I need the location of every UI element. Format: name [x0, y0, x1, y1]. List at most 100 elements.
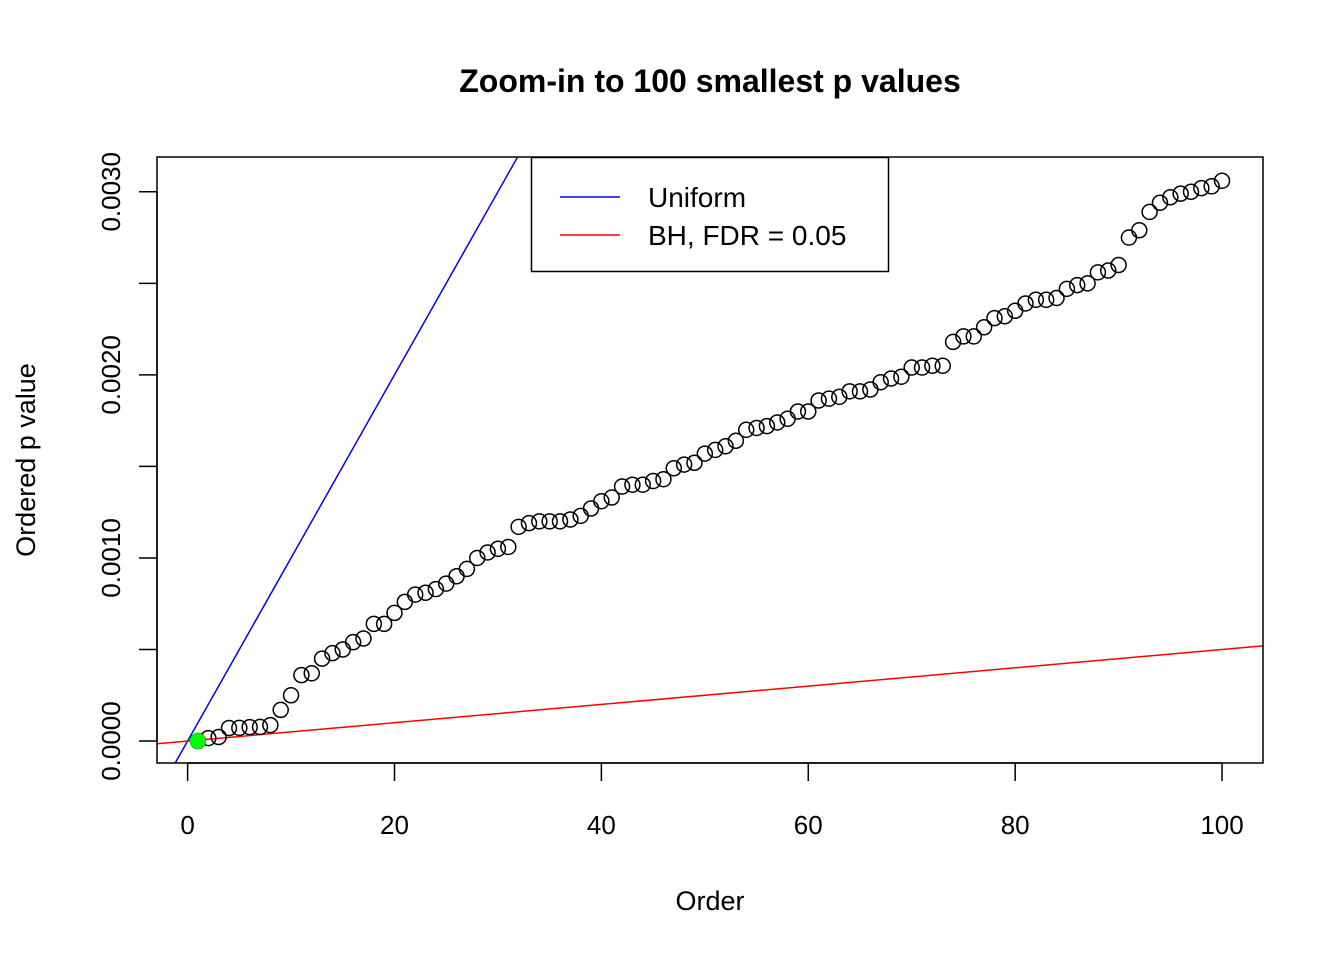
data-point	[210, 728, 227, 746]
data-point	[572, 507, 589, 525]
data-point	[655, 470, 672, 488]
x-tick-label: 80	[1001, 810, 1030, 840]
y-tick-label: 0.0000	[96, 701, 126, 781]
data-point	[1100, 262, 1117, 279]
data-point	[541, 513, 558, 530]
axes: 0 20 40 60 80 100 0.0000 0.0010 0.0020 0.0030	[96, 152, 1264, 840]
data-point	[841, 383, 858, 400]
data-point	[313, 650, 331, 667]
data-point	[231, 719, 248, 737]
legend: Uniform BH, FDR = 0.05	[530, 156, 890, 273]
data-point	[427, 580, 445, 598]
data-point	[1162, 189, 1179, 206]
data-point	[458, 560, 476, 578]
data-point	[675, 456, 693, 473]
data-point	[1027, 291, 1045, 309]
line-uniform	[174, 157, 519, 763]
data-point	[603, 489, 620, 506]
data-point	[737, 421, 755, 439]
data-point	[500, 538, 517, 556]
data-point	[1141, 203, 1158, 221]
data-point	[469, 549, 486, 567]
data-point	[448, 568, 465, 585]
data-point	[727, 432, 745, 450]
data-point	[800, 403, 817, 420]
x-tick-label: 100	[1200, 810, 1243, 840]
data-point	[1120, 229, 1138, 246]
x-tick-label: 0	[180, 810, 194, 840]
y-tick-label: 0.0030	[96, 152, 126, 232]
data-point	[882, 370, 900, 387]
data-point	[924, 357, 941, 374]
data-point	[944, 333, 962, 351]
data-point	[986, 309, 1003, 327]
legend-box	[530, 156, 890, 273]
data-point	[768, 414, 786, 431]
data-point	[955, 328, 972, 345]
data-point	[293, 666, 310, 684]
reference-lines	[157, 157, 1263, 763]
line-bh-fdr-0-05	[157, 645, 1263, 745]
data-point	[1151, 194, 1169, 212]
data-point	[851, 383, 869, 400]
data-point	[417, 584, 434, 601]
data-points	[189, 172, 1231, 750]
data-point	[344, 633, 362, 651]
data-point	[1037, 291, 1055, 309]
y-tick-label: 0.0010	[96, 518, 126, 598]
data-point	[872, 373, 889, 391]
data-point	[520, 514, 538, 532]
data-point	[665, 459, 683, 477]
data-point	[613, 478, 631, 495]
data-point	[220, 719, 238, 737]
data-point	[562, 511, 579, 528]
data-point	[779, 410, 796, 428]
data-point	[1068, 276, 1086, 294]
data-point	[1172, 185, 1189, 202]
data-point	[303, 665, 320, 682]
data-point	[510, 518, 527, 536]
data-point	[593, 492, 610, 510]
data-point	[996, 308, 1014, 325]
data-point	[913, 359, 931, 376]
data-point	[1131, 221, 1148, 239]
data-point	[820, 390, 838, 407]
data-point	[1203, 178, 1220, 195]
data-point	[893, 368, 910, 385]
data-point	[624, 476, 641, 493]
data-point	[696, 445, 714, 462]
data-point	[686, 454, 703, 471]
legend-label-bh: BH, FDR = 0.05	[648, 220, 846, 251]
data-point	[1017, 295, 1034, 312]
data-point	[965, 328, 983, 345]
x-axis-title: Order	[675, 886, 744, 916]
highlight-point	[189, 733, 206, 750]
data-point	[531, 513, 548, 530]
data-point	[386, 604, 403, 622]
data-point	[975, 319, 993, 336]
data-point	[1058, 280, 1076, 298]
data-point	[1213, 172, 1231, 190]
data-point	[862, 381, 879, 398]
data-point	[1110, 256, 1127, 274]
data-point	[324, 644, 341, 662]
data-point	[479, 544, 496, 561]
data-point	[406, 586, 424, 603]
data-point	[282, 687, 300, 704]
data-point	[810, 392, 827, 409]
y-axis-title: Ordered p value	[11, 363, 41, 557]
data-point	[489, 540, 507, 558]
data-point	[758, 417, 776, 435]
data-point	[241, 718, 258, 736]
legend-label-uniform: Uniform	[648, 182, 746, 213]
data-point	[251, 718, 269, 736]
data-point	[334, 641, 352, 658]
data-point	[1089, 264, 1107, 281]
data-point	[272, 701, 289, 719]
data-point	[706, 441, 724, 459]
data-point	[717, 438, 734, 455]
x-tick-label: 60	[794, 810, 823, 840]
y-tick-label: 0.0020	[96, 335, 126, 415]
data-point	[355, 630, 372, 647]
